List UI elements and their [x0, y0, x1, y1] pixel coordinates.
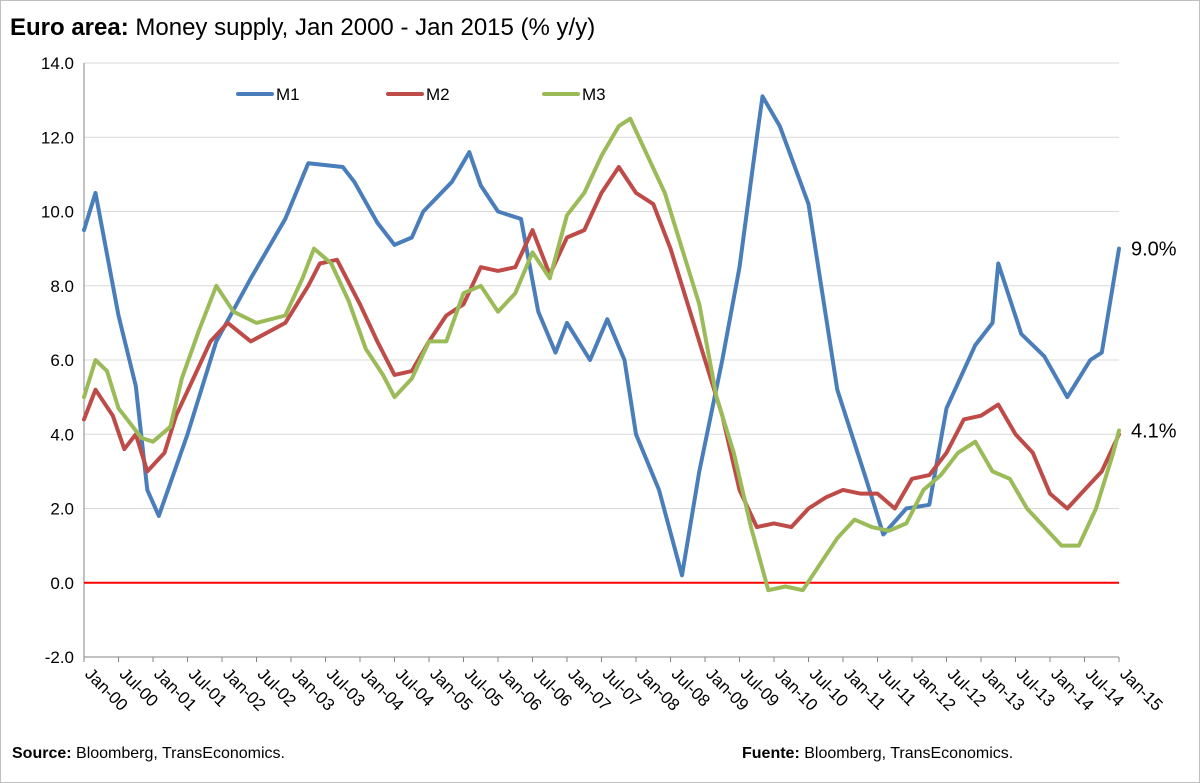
legend-label-m3: M3 [582, 85, 606, 104]
chart-title-bold: Euro area: [10, 14, 129, 41]
y-tick-label: 6.0 [50, 351, 74, 370]
chart-title-rest: Money supply, Jan 2000 - Jan 2015 (% y/y… [128, 14, 596, 41]
y-tick-label: 2.0 [50, 500, 74, 519]
fuente-note: Fuente: Bloomberg, TransEconomics. [742, 745, 1013, 763]
end-label-m3: 4.1% [1131, 421, 1177, 443]
x-tick-label: Jan-15 [1116, 664, 1166, 714]
legend-label-m1: M1 [276, 85, 300, 104]
y-tick-label: 8.0 [50, 277, 74, 296]
fuente-text: Bloomberg, TransEconomics. [799, 745, 1014, 762]
y-tick-label: -2.0 [45, 648, 74, 667]
end-label-m1: 9.0% [1131, 239, 1177, 261]
chart-title: Euro area: Money supply, Jan 2000 - Jan … [10, 14, 595, 42]
y-tick-label: 4.0 [50, 425, 74, 444]
source-label: Source: [12, 745, 72, 762]
series-line-m1 [82, 94, 1121, 578]
fuente-label: Fuente: [742, 745, 800, 762]
legend-label-m2: M2 [426, 85, 450, 104]
source-note: Source: Bloomberg, TransEconomics. [12, 745, 285, 763]
y-tick-label: 10.0 [41, 203, 74, 222]
source-text: Bloomberg, TransEconomics. [71, 745, 285, 762]
y-tick-label: 14.0 [41, 54, 74, 73]
y-tick-label: 0.0 [50, 574, 74, 593]
series-line-m3 [82, 116, 1121, 593]
y-tick-label: 12.0 [41, 128, 74, 147]
series-line-m2 [82, 165, 1121, 530]
